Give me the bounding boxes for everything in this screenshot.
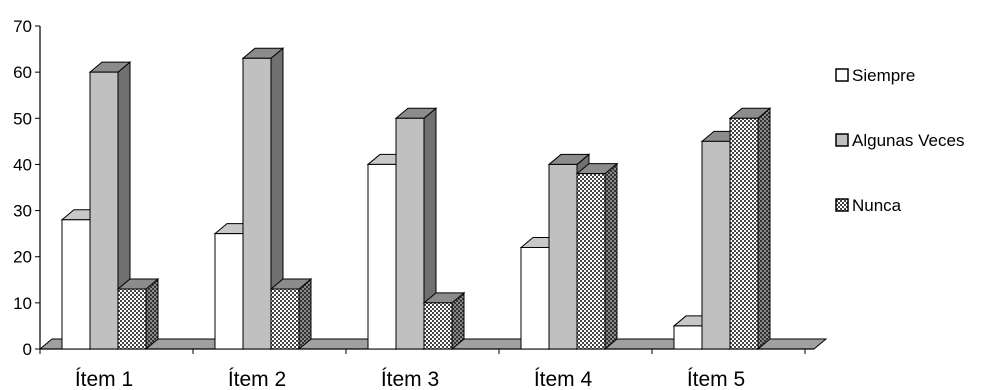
legend-swatch-algunas-veces [835,133,849,147]
bar-front [89,71,119,350]
bar-side [604,162,618,351]
bar-front [729,117,759,350]
y-tick-label: 20 [13,248,32,267]
bar-nunca-5 [728,107,772,351]
bar-front [242,57,272,350]
bar-nunca-1 [116,277,160,351]
x-tick-label: Ítem 1 [75,368,133,390]
legend-label-algunas-veces: Algunas Veces [852,131,964,150]
y-tick-label: 30 [13,202,32,221]
bar-algunas-veces-1 [88,61,132,351]
x-tick-label: Ítem 3 [381,368,439,390]
y-tick-label: 0 [23,340,32,359]
bar-front [576,173,606,350]
bar-nunca-2 [269,277,313,351]
bar-front [270,288,300,350]
legend-label-siempre: Siempre [852,66,915,85]
y-tick-label: 60 [13,63,32,82]
bar-nunca-3 [422,291,466,351]
y-tick-label: 50 [13,109,32,128]
legend-swatch-siempre [835,68,849,82]
x-tick-label: Ítem 5 [687,368,745,390]
bar-front [701,140,731,350]
legend-label-nunca: Nunca [852,196,902,215]
y-tick-label: 10 [13,294,32,313]
legend-swatch-nunca [835,198,849,212]
y-tick-label: 40 [13,155,32,174]
bar-side [145,277,159,351]
bar-front [423,302,453,350]
x-tick-label: Ítem 2 [228,368,286,390]
bar-algunas-veces-2 [241,47,285,351]
bar-front [367,163,397,350]
bar-side [298,277,312,351]
x-tick-label: Ítem 4 [534,368,593,390]
bar-front [673,325,703,350]
bar-front [395,117,425,350]
bar-front [548,163,578,350]
bar-front [214,233,244,350]
bar-side [757,107,771,351]
chart-legend: Siempre Algunas Veces Nunca [835,66,964,215]
bar-nunca-4 [575,162,619,351]
bar-front [117,288,147,350]
bar-front [61,219,91,350]
bar-front [520,246,550,350]
y-tick-label: 70 [13,17,32,36]
chart-bars [60,47,772,351]
